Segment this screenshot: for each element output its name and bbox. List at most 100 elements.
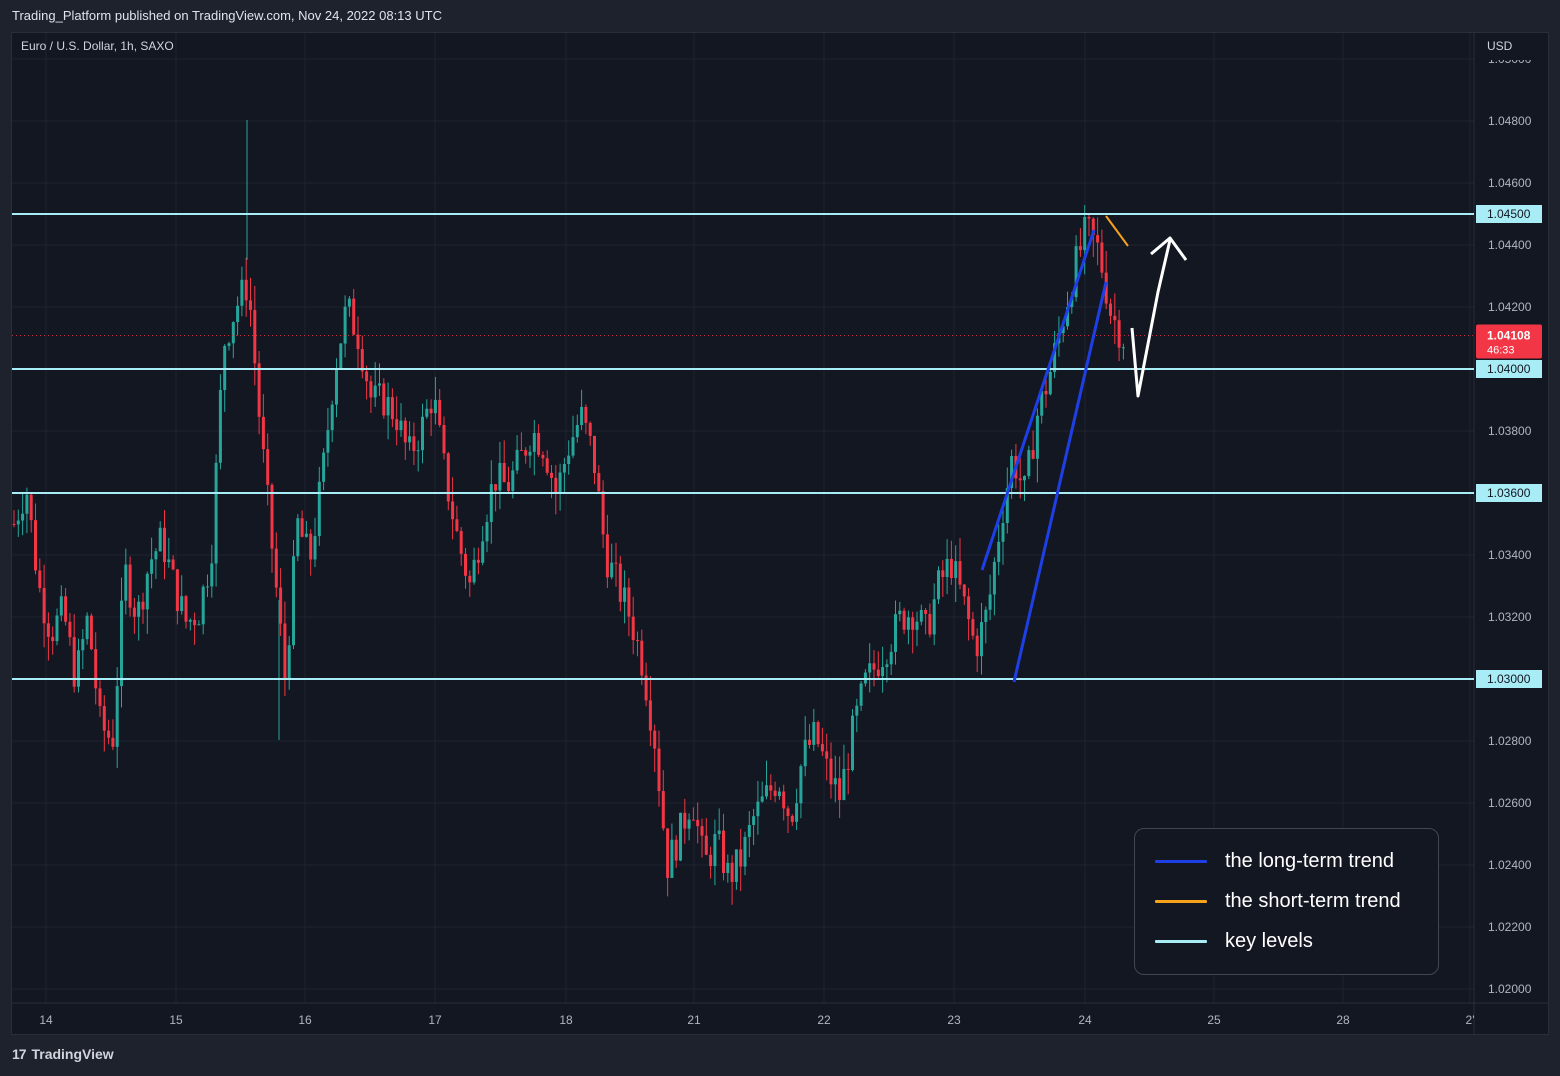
candle-body xyxy=(317,481,321,537)
symbol-label[interactable]: Euro / U.S. Dollar, 1h, SAXO xyxy=(21,39,174,53)
candle-body xyxy=(145,573,149,610)
key-level-tag-label: 1.04000 xyxy=(1487,362,1531,376)
candle-body xyxy=(1040,390,1044,416)
candle-body xyxy=(55,615,59,642)
candle-body xyxy=(244,279,248,301)
candle-body xyxy=(597,473,601,492)
countdown-label: 46:33 xyxy=(1487,345,1515,357)
candle-body xyxy=(833,778,837,785)
candle-body xyxy=(519,449,523,451)
candle-body xyxy=(709,854,713,867)
candle-body xyxy=(653,730,657,749)
published-header: Trading_Platform published on TradingVie… xyxy=(0,0,1560,32)
candle-body xyxy=(859,683,863,706)
candle-body xyxy=(343,306,347,344)
candle-body xyxy=(257,363,261,417)
candle-body xyxy=(77,650,80,687)
candle-body xyxy=(94,649,98,689)
candle-body xyxy=(945,558,949,577)
candle-body xyxy=(790,816,794,822)
candle-body xyxy=(356,334,360,349)
candle-body xyxy=(949,558,953,579)
candle-body xyxy=(1010,456,1014,488)
candle-body xyxy=(300,518,304,537)
candle-body xyxy=(803,739,807,767)
candle-body xyxy=(618,563,622,602)
candle-body xyxy=(760,796,764,802)
time-tick-label: 23 xyxy=(947,1013,961,1027)
candle-body xyxy=(111,737,115,747)
candle-body xyxy=(683,812,687,829)
candle-body xyxy=(704,835,708,855)
candle-body xyxy=(799,766,803,804)
candle-body xyxy=(283,623,287,679)
candle-body xyxy=(102,706,106,731)
candle-body xyxy=(782,791,786,809)
candle-body xyxy=(1066,307,1069,327)
candle-body xyxy=(451,501,455,520)
candle-body xyxy=(197,624,201,626)
candle-body xyxy=(876,669,880,677)
key-level-tag xyxy=(1476,360,1542,378)
legend-item-long-term: the long-term trend xyxy=(1135,841,1438,881)
candle-body xyxy=(777,791,781,797)
key-level-tag xyxy=(1476,205,1542,223)
candle-body xyxy=(765,785,768,797)
candle-body xyxy=(640,640,644,676)
candle-body xyxy=(752,816,756,825)
candle-body xyxy=(240,279,244,306)
candle-body xyxy=(842,768,846,801)
key-level-tag-label: 1.03600 xyxy=(1487,486,1531,500)
candle-body xyxy=(150,559,154,574)
candle-body xyxy=(769,785,773,791)
candle-body xyxy=(605,534,609,578)
candle-body xyxy=(812,722,816,745)
candle-body xyxy=(442,425,446,454)
time-tick-label: 2' xyxy=(1466,1013,1475,1027)
legend-swatch-long-term xyxy=(1155,859,1207,863)
candle-body xyxy=(537,433,541,455)
candle-body xyxy=(838,778,842,801)
candle-body xyxy=(433,399,437,414)
candle-body xyxy=(339,343,343,369)
candle-body xyxy=(1027,450,1031,477)
candle-body xyxy=(851,715,854,771)
candle-body xyxy=(455,519,459,531)
candle-body xyxy=(1083,216,1087,251)
candle-body xyxy=(72,637,76,687)
candle-body xyxy=(567,455,571,465)
candle-body xyxy=(743,836,747,867)
candle-body xyxy=(347,298,351,307)
tradingview-logo[interactable]: 17 TradingView xyxy=(12,1046,114,1062)
price-tick-label: 1.03400 xyxy=(1488,548,1532,562)
candle-body xyxy=(227,343,231,346)
candle-body xyxy=(98,688,102,707)
candle-body xyxy=(726,862,730,874)
candle-body xyxy=(154,551,158,560)
candle-body xyxy=(412,436,416,451)
price-tick-label: 1.03200 xyxy=(1488,610,1532,624)
candle-body xyxy=(253,309,257,364)
candle-body xyxy=(1121,347,1125,349)
projection-arrow xyxy=(1130,239,1172,398)
candle-body xyxy=(137,601,141,617)
candle-body xyxy=(902,610,906,630)
candle-body xyxy=(313,536,317,560)
price-tick-label: 1.05000 xyxy=(1488,52,1532,66)
candle-body xyxy=(335,368,338,405)
candle-body xyxy=(1087,216,1091,219)
candle-body xyxy=(855,705,859,716)
candle-body xyxy=(713,834,717,867)
candle-body xyxy=(378,383,381,386)
tradingview-brand-text: TradingView xyxy=(31,1046,114,1062)
candle-body xyxy=(885,664,889,668)
candle-body xyxy=(494,484,498,491)
candle-body xyxy=(64,596,68,622)
candle-body xyxy=(249,300,252,310)
candle-body xyxy=(722,830,725,874)
candle-body xyxy=(485,522,489,542)
candle-body xyxy=(932,599,936,635)
candle-body xyxy=(403,420,407,443)
candle-body xyxy=(872,663,876,670)
